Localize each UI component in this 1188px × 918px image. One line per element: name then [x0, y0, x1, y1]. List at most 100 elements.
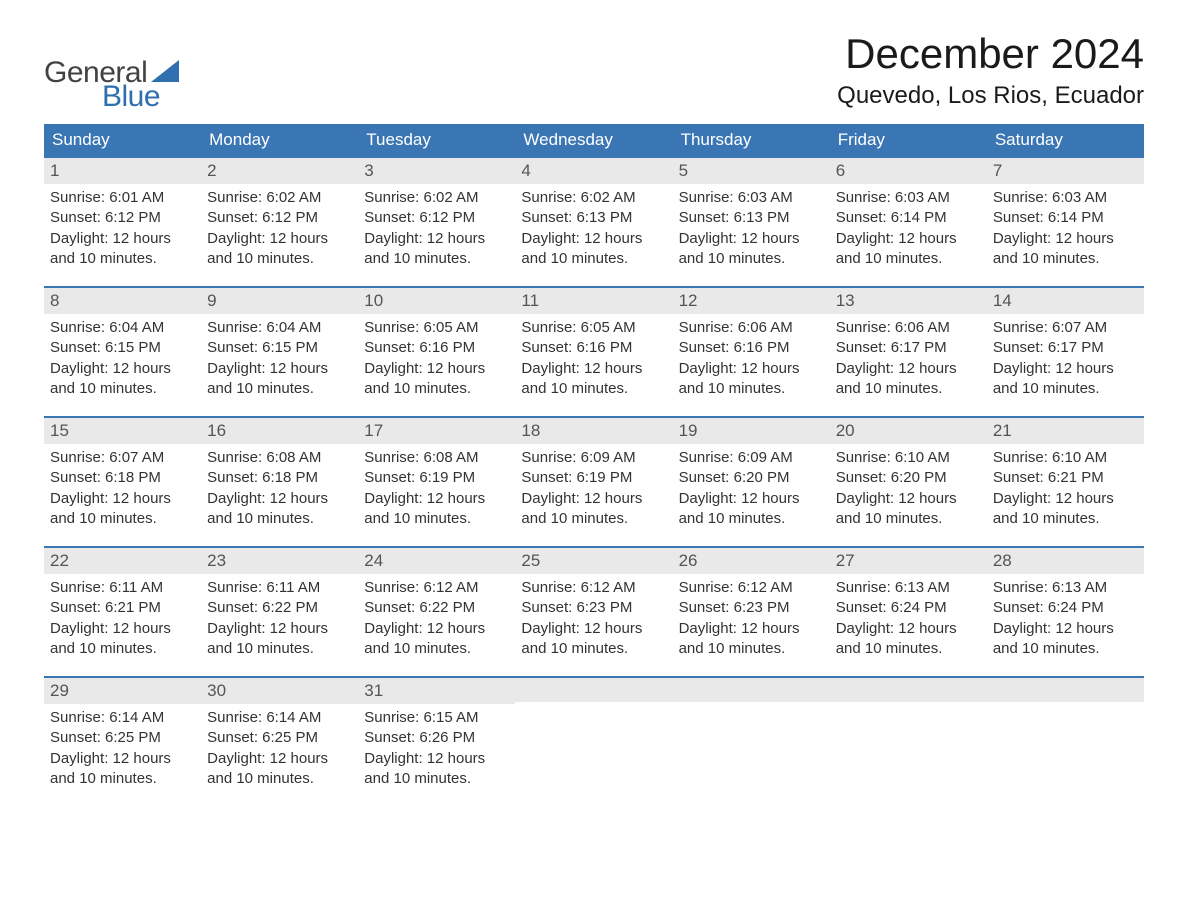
- day-dl1: Daylight: 12 hours: [993, 489, 1138, 509]
- day-sunrise: Sunrise: 6:07 AM: [993, 318, 1138, 338]
- day-dl2: and 10 minutes.: [50, 249, 195, 269]
- day-dl2: and 10 minutes.: [836, 249, 981, 269]
- weekday-header: Wednesday: [515, 124, 672, 157]
- day-cell: 3Sunrise: 6:02 AMSunset: 6:12 PMDaylight…: [358, 157, 515, 287]
- day-details: Sunrise: 6:03 AMSunset: 6:14 PMDaylight:…: [830, 184, 987, 275]
- day-details: Sunrise: 6:06 AMSunset: 6:16 PMDaylight:…: [673, 314, 830, 405]
- day-details: Sunrise: 6:10 AMSunset: 6:21 PMDaylight:…: [987, 444, 1144, 535]
- day-dl2: and 10 minutes.: [836, 379, 981, 399]
- day-dl1: Daylight: 12 hours: [50, 229, 195, 249]
- day-dl2: and 10 minutes.: [836, 509, 981, 529]
- day-sunset: Sunset: 6:17 PM: [993, 338, 1138, 358]
- weekday-header: Saturday: [987, 124, 1144, 157]
- weekday-header: Thursday: [673, 124, 830, 157]
- day-dl1: Daylight: 12 hours: [836, 489, 981, 509]
- day-sunset: Sunset: 6:21 PM: [50, 598, 195, 618]
- day-dl2: and 10 minutes.: [993, 509, 1138, 529]
- day-sunrise: Sunrise: 6:13 AM: [836, 578, 981, 598]
- day-number: 2: [201, 158, 358, 184]
- day-details: Sunrise: 6:11 AMSunset: 6:22 PMDaylight:…: [201, 574, 358, 665]
- day-dl1: Daylight: 12 hours: [993, 229, 1138, 249]
- day-number: 28: [987, 548, 1144, 574]
- day-cell: 9Sunrise: 6:04 AMSunset: 6:15 PMDaylight…: [201, 287, 358, 417]
- day-dl1: Daylight: 12 hours: [50, 489, 195, 509]
- day-number: 29: [44, 678, 201, 704]
- day-dl2: and 10 minutes.: [993, 639, 1138, 659]
- day-number: 27: [830, 548, 987, 574]
- weekday-header-row: Sunday Monday Tuesday Wednesday Thursday…: [44, 124, 1144, 157]
- day-sunrise: Sunrise: 6:02 AM: [521, 188, 666, 208]
- day-dl2: and 10 minutes.: [364, 379, 509, 399]
- day-number: 19: [673, 418, 830, 444]
- day-number: 25: [515, 548, 672, 574]
- day-number: 9: [201, 288, 358, 314]
- day-sunset: Sunset: 6:26 PM: [364, 728, 509, 748]
- day-dl2: and 10 minutes.: [679, 249, 824, 269]
- day-dl2: and 10 minutes.: [521, 379, 666, 399]
- day-dl2: and 10 minutes.: [836, 639, 981, 659]
- day-sunrise: Sunrise: 6:05 AM: [364, 318, 509, 338]
- weekday-header: Friday: [830, 124, 987, 157]
- day-sunset: Sunset: 6:25 PM: [50, 728, 195, 748]
- day-number: 1: [44, 158, 201, 184]
- day-cell: 17Sunrise: 6:08 AMSunset: 6:19 PMDayligh…: [358, 417, 515, 547]
- day-dl2: and 10 minutes.: [679, 379, 824, 399]
- day-number: 15: [44, 418, 201, 444]
- day-cell: 14Sunrise: 6:07 AMSunset: 6:17 PMDayligh…: [987, 287, 1144, 417]
- day-sunrise: Sunrise: 6:12 AM: [364, 578, 509, 598]
- day-number: 23: [201, 548, 358, 574]
- day-cell: 30Sunrise: 6:14 AMSunset: 6:25 PMDayligh…: [201, 677, 358, 807]
- day-dl2: and 10 minutes.: [679, 509, 824, 529]
- day-dl1: Daylight: 12 hours: [521, 619, 666, 639]
- day-cell: 16Sunrise: 6:08 AMSunset: 6:18 PMDayligh…: [201, 417, 358, 547]
- day-number: 20: [830, 418, 987, 444]
- day-number: 21: [987, 418, 1144, 444]
- day-sunset: Sunset: 6:25 PM: [207, 728, 352, 748]
- week-row: 22Sunrise: 6:11 AMSunset: 6:21 PMDayligh…: [44, 547, 1144, 677]
- day-dl1: Daylight: 12 hours: [679, 619, 824, 639]
- week-row: 1Sunrise: 6:01 AMSunset: 6:12 PMDaylight…: [44, 157, 1144, 287]
- logo: General Blue: [44, 30, 181, 112]
- day-sunset: Sunset: 6:23 PM: [679, 598, 824, 618]
- day-cell: [987, 677, 1144, 807]
- day-dl2: and 10 minutes.: [50, 379, 195, 399]
- day-details: Sunrise: 6:02 AMSunset: 6:12 PMDaylight:…: [201, 184, 358, 275]
- day-sunrise: Sunrise: 6:13 AM: [993, 578, 1138, 598]
- day-dl2: and 10 minutes.: [50, 509, 195, 529]
- day-dl2: and 10 minutes.: [207, 509, 352, 529]
- day-details: Sunrise: 6:14 AMSunset: 6:25 PMDaylight:…: [201, 704, 358, 795]
- day-sunset: Sunset: 6:18 PM: [50, 468, 195, 488]
- day-cell: 5Sunrise: 6:03 AMSunset: 6:13 PMDaylight…: [673, 157, 830, 287]
- day-dl1: Daylight: 12 hours: [364, 489, 509, 509]
- day-cell: 12Sunrise: 6:06 AMSunset: 6:16 PMDayligh…: [673, 287, 830, 417]
- day-details: Sunrise: 6:07 AMSunset: 6:17 PMDaylight:…: [987, 314, 1144, 405]
- day-sunset: Sunset: 6:14 PM: [993, 208, 1138, 228]
- calendar-page: General Blue December 2024 Quevedo, Los …: [0, 0, 1188, 847]
- day-sunrise: Sunrise: 6:07 AM: [50, 448, 195, 468]
- weekday-header: Sunday: [44, 124, 201, 157]
- day-sunrise: Sunrise: 6:03 AM: [836, 188, 981, 208]
- day-sunset: Sunset: 6:20 PM: [836, 468, 981, 488]
- day-dl2: and 10 minutes.: [521, 249, 666, 269]
- day-dl1: Daylight: 12 hours: [207, 749, 352, 769]
- day-sunset: Sunset: 6:12 PM: [364, 208, 509, 228]
- day-sunset: Sunset: 6:21 PM: [993, 468, 1138, 488]
- day-cell: 11Sunrise: 6:05 AMSunset: 6:16 PMDayligh…: [515, 287, 672, 417]
- day-dl1: Daylight: 12 hours: [207, 619, 352, 639]
- day-sunset: Sunset: 6:19 PM: [521, 468, 666, 488]
- day-number: 26: [673, 548, 830, 574]
- day-sunrise: Sunrise: 6:06 AM: [836, 318, 981, 338]
- day-details: Sunrise: 6:11 AMSunset: 6:21 PMDaylight:…: [44, 574, 201, 665]
- empty-day-strip: [987, 678, 1144, 702]
- day-dl2: and 10 minutes.: [207, 769, 352, 789]
- empty-day-strip: [830, 678, 987, 702]
- day-dl2: and 10 minutes.: [364, 769, 509, 789]
- day-number: 30: [201, 678, 358, 704]
- day-dl2: and 10 minutes.: [521, 639, 666, 659]
- day-sunset: Sunset: 6:24 PM: [836, 598, 981, 618]
- day-sunset: Sunset: 6:16 PM: [521, 338, 666, 358]
- day-sunset: Sunset: 6:18 PM: [207, 468, 352, 488]
- day-sunrise: Sunrise: 6:12 AM: [521, 578, 666, 598]
- day-cell: 19Sunrise: 6:09 AMSunset: 6:20 PMDayligh…: [673, 417, 830, 547]
- day-sunrise: Sunrise: 6:05 AM: [521, 318, 666, 338]
